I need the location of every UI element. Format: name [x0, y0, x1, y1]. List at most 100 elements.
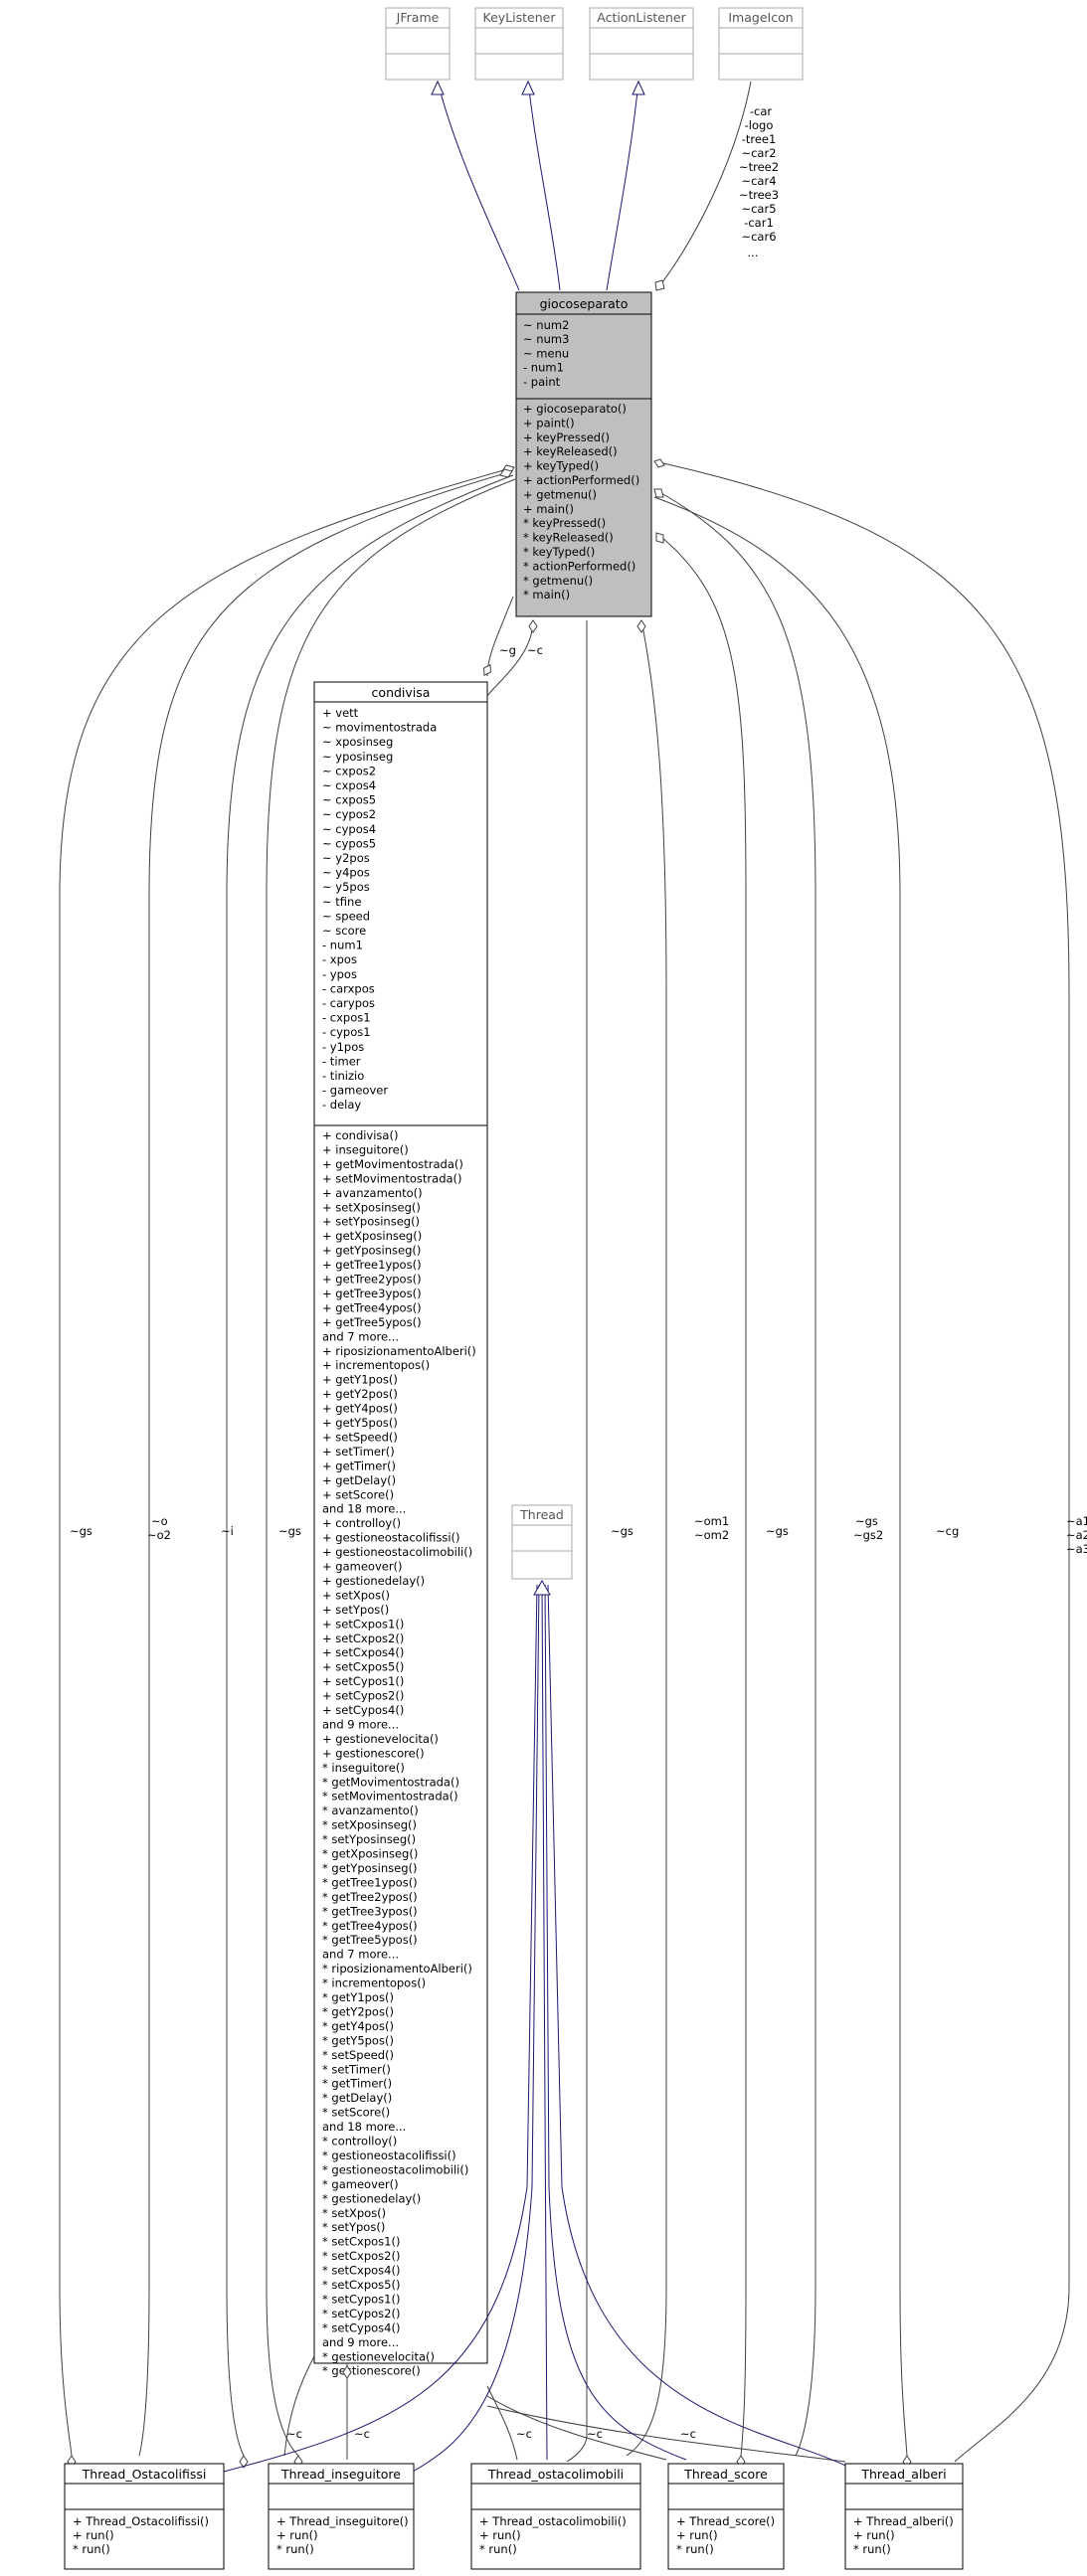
edge-label-i: ~i — [221, 1524, 234, 1538]
class-imageicon[interactable]: ImageIcon — [718, 7, 804, 81]
condivisa-operations: + condivisa()+ inseguitore()+ getMovimen… — [322, 1128, 476, 2378]
edge-label-a3: ~a3 — [1066, 1542, 1087, 1556]
main-operations: + giocoseparato()+ paint()+ keyPressed()… — [523, 402, 639, 601]
operation: + getY2pos() — [322, 1387, 398, 1401]
edges-top — [431, 80, 752, 291]
attribute: - timer — [322, 1054, 361, 1068]
attribute: ~ yposinseg — [322, 750, 393, 764]
operation: * getTree3ypos() — [322, 1904, 418, 1918]
role-label: ~car6 — [741, 230, 776, 244]
operation: * getY4pos() — [322, 2019, 394, 2033]
attribute: ~ movimentostrada — [322, 721, 437, 735]
operation: and 7 more... — [322, 1948, 399, 1962]
edge-label-a2: ~a2 — [1066, 1528, 1087, 1542]
operation: * run() — [73, 2542, 110, 2556]
operation: + getTree3ypos() — [322, 1287, 422, 1300]
role-label: -car1 — [744, 216, 774, 230]
inherit-thread-score — [544, 1584, 687, 2461]
class-thread-inseguitore[interactable]: Thread_inseguitore + Thread_inseguitore(… — [268, 2463, 415, 2570]
operation: + keyTyped() — [523, 459, 599, 473]
class-thread-ostacolimobili[interactable]: Thread_ostacolimobili + Thread_ostacolim… — [470, 2463, 641, 2570]
class-thread-inseguitore-name: Thread_inseguitore — [280, 2467, 401, 2482]
role-label: ~car4 — [741, 174, 776, 188]
class-giocoseparato[interactable]: giocoseparato ~ num2~ num3~ menu- num1- … — [515, 291, 652, 617]
attribute: - cypos1 — [322, 1025, 371, 1039]
operation: + inseguitore() — [322, 1142, 409, 1156]
operation: + getYposinseg() — [322, 1244, 421, 1258]
edge-label-c: ~c — [587, 2427, 603, 2441]
edge-label-gs: ~gs — [278, 1524, 301, 1538]
operation: * gestionescore() — [322, 2364, 421, 2378]
operation: and 9 more... — [322, 2335, 399, 2349]
attribute: - num1 — [523, 361, 564, 375]
class-condivisa[interactable]: condivisa + vett~ movimentostrada~ xposi… — [313, 681, 488, 2378]
operation: + gestioneostacolimobili() — [322, 1545, 472, 1559]
class-thread-ostacolifissi-name: Thread_Ostacolifissi — [82, 2467, 207, 2482]
role-label: ~car2 — [741, 146, 776, 160]
edge-gs2-score — [653, 488, 816, 2457]
operation: * setCypos1() — [322, 2292, 400, 2306]
class-thread-alberi-name: Thread_alberi — [860, 2467, 946, 2482]
attribute: - gameover — [322, 1084, 388, 1098]
operation: + setCypos1() — [322, 1674, 404, 1688]
operation: + getTree1ypos() — [322, 1258, 422, 1272]
class-thread[interactable]: Thread — [511, 1504, 573, 1580]
operation: * setXposinseg() — [322, 1818, 417, 1832]
edge-a-alberi — [653, 460, 1070, 2463]
attribute: ~ num3 — [523, 332, 569, 346]
operation: * getY1pos() — [322, 1990, 394, 2004]
operation: * getTimer() — [322, 2077, 392, 2091]
class-thread-alberi[interactable]: Thread_alberi + Thread_alberi() + run() … — [844, 2463, 964, 2570]
edge-label-a1: ~a1 — [1066, 1514, 1087, 1528]
inherit-thread-arrow — [533, 1579, 551, 1596]
class-imageicon-name: ImageIcon — [728, 10, 793, 25]
class-thread-ostacolifissi[interactable]: Thread_Ostacolifissi + Thread_Ostacolifi… — [64, 2463, 225, 2570]
operation: * setTimer() — [322, 2062, 391, 2076]
class-keylistener[interactable]: KeyListener — [474, 7, 564, 81]
operation: * setXpos() — [322, 2206, 386, 2220]
operation: and 18 more... — [322, 2120, 406, 2134]
attribute: - paint — [523, 375, 561, 389]
operation: + gestionedelay() — [322, 1574, 425, 1588]
operation: + Thread_inseguitore() — [276, 2514, 409, 2528]
operation: * setCxpos1() — [322, 2235, 400, 2249]
edge-label-o: ~o — [151, 1514, 168, 1528]
operation: + setCypos4() — [322, 1703, 404, 1717]
operation: + getY4pos() — [322, 1402, 398, 1416]
imageicon-association-edge — [655, 81, 752, 291]
edges-condivisa: ~g ~c — [483, 596, 543, 697]
class-thread-score[interactable]: Thread_score + Thread_score() + run() * … — [667, 2463, 785, 2570]
class-actionlistener[interactable]: ActionListener — [589, 7, 694, 81]
operation: * setCxpos2() — [322, 2249, 400, 2263]
operation: + Thread_alberi() — [853, 2514, 954, 2528]
edge-label-gs: ~gs — [766, 1524, 789, 1538]
operation: + run() — [276, 2528, 318, 2542]
operation: + run() — [853, 2528, 895, 2542]
edge-o-ostacolifissi — [138, 470, 513, 2457]
inherit-actionlistener-edge — [606, 81, 639, 291]
operation: + getY5pos() — [322, 1416, 398, 1430]
operation: * getmenu() — [523, 574, 593, 588]
edge-gs-score — [655, 532, 747, 2457]
attribute: ~ menu — [523, 346, 569, 360]
role-label: ... — [748, 246, 759, 259]
operation: * actionPerformed() — [523, 559, 635, 573]
operation: + riposizionamentoAlberi() — [322, 1344, 476, 1358]
operation: * getTree4ypos() — [322, 1919, 418, 1933]
operation: * gestioneostacolimobili() — [322, 2162, 468, 2176]
operation: + getDelay() — [322, 1473, 396, 1487]
attribute: ~ cypos4 — [322, 822, 376, 836]
operation: + gestionevelocita() — [322, 1732, 439, 1746]
class-jframe[interactable]: JFrame — [385, 7, 451, 81]
inherit-thread-ostacolifissi — [223, 1584, 538, 2473]
operation: + condivisa() — [322, 1128, 398, 1142]
attribute: ~ speed — [322, 909, 370, 923]
operation: * inseguitore() — [322, 1761, 405, 1775]
operation: * setSpeed() — [322, 2048, 394, 2062]
operation: * keyPressed() — [523, 516, 606, 530]
operation: * getYposinseg() — [322, 1861, 417, 1875]
class-keylistener-name: KeyListener — [483, 10, 557, 25]
operation: + avanzamento() — [322, 1186, 423, 1200]
operation: + setXpos() — [322, 1588, 390, 1602]
operation: * setScore() — [322, 2106, 390, 2120]
